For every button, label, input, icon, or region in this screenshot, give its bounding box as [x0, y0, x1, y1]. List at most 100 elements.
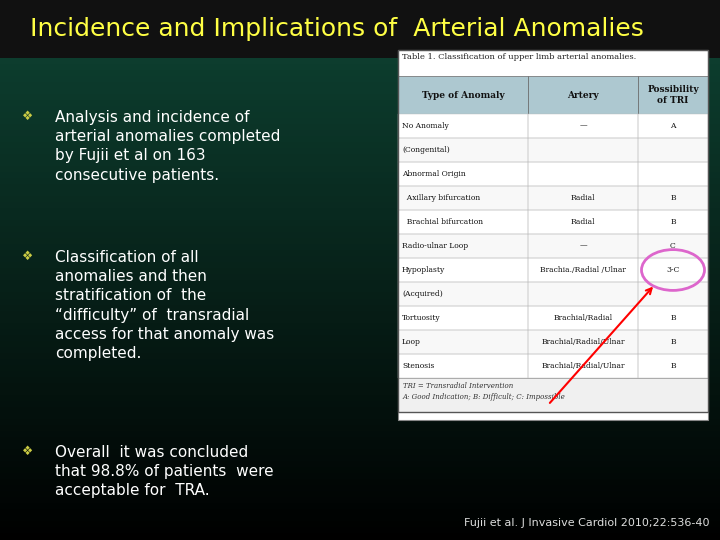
Bar — [0, 310, 720, 317]
Bar — [0, 377, 720, 383]
Bar — [0, 341, 720, 347]
Bar — [638, 258, 708, 282]
Bar — [0, 70, 720, 76]
Bar — [0, 202, 720, 208]
Text: —: — — [579, 241, 587, 249]
Bar — [0, 347, 720, 353]
Bar — [398, 114, 708, 138]
Text: Axillary bifurcation: Axillary bifurcation — [402, 193, 480, 201]
Bar — [398, 186, 708, 210]
Bar — [0, 124, 720, 130]
Bar — [0, 431, 720, 437]
Bar — [638, 282, 708, 306]
Bar — [0, 437, 720, 443]
Bar — [398, 186, 528, 210]
Bar — [398, 162, 708, 186]
Bar — [0, 268, 720, 275]
Text: Analysis and incidence of
arterial anomalies completed
by Fujii et al on 163
con: Analysis and incidence of arterial anoma… — [55, 110, 280, 183]
Text: B: B — [670, 314, 676, 321]
Bar — [398, 354, 708, 378]
Text: TRI = Transradial Intervention
A: Good Indication; B: Difficult; C: Impossible: TRI = Transradial Intervention A: Good I… — [403, 382, 566, 401]
Bar — [0, 395, 720, 401]
Text: Incidence and Implications of  Arterial Anomalies: Incidence and Implications of Arterial A… — [30, 17, 644, 41]
Bar — [398, 234, 528, 258]
Text: Stenosis: Stenosis — [402, 361, 434, 369]
Bar — [0, 172, 720, 179]
Bar — [0, 220, 720, 227]
Bar — [0, 274, 720, 281]
Bar — [0, 82, 720, 88]
Bar — [0, 503, 720, 510]
Bar — [0, 359, 720, 365]
Text: Type of Anomaly: Type of Anomaly — [422, 91, 504, 99]
Bar — [528, 258, 638, 282]
Text: B: B — [670, 361, 676, 369]
Bar — [0, 371, 720, 377]
Text: —: — — [579, 122, 587, 130]
Bar — [0, 154, 720, 160]
Bar — [0, 214, 720, 221]
Bar — [0, 178, 720, 185]
Bar — [528, 210, 638, 234]
Bar — [0, 383, 720, 389]
Bar — [0, 353, 720, 359]
Text: Abnormal Origin: Abnormal Origin — [402, 170, 466, 178]
Bar — [528, 114, 638, 138]
Text: Radial: Radial — [571, 218, 595, 226]
Text: B: B — [670, 193, 676, 201]
Bar — [0, 528, 720, 534]
Bar — [0, 256, 720, 263]
Bar — [528, 306, 638, 330]
Bar — [0, 467, 720, 474]
Bar — [0, 142, 720, 149]
Text: Radio-ulnar Loop: Radio-ulnar Loop — [402, 241, 468, 249]
Bar — [0, 76, 720, 82]
Bar — [0, 64, 720, 70]
Bar — [0, 93, 720, 100]
Text: Radial: Radial — [571, 193, 595, 201]
FancyArrowPatch shape — [550, 288, 652, 403]
Text: B: B — [670, 338, 676, 346]
Bar — [0, 87, 720, 94]
Bar — [398, 306, 528, 330]
Bar — [0, 280, 720, 287]
Bar — [0, 413, 720, 420]
Bar — [398, 50, 708, 420]
Bar — [0, 443, 720, 450]
Bar — [398, 282, 708, 306]
Bar — [398, 306, 708, 330]
Bar — [0, 407, 720, 414]
Bar — [0, 286, 720, 293]
Bar — [398, 330, 708, 354]
Bar — [638, 186, 708, 210]
Bar — [0, 497, 720, 504]
Bar — [0, 401, 720, 408]
Bar — [398, 50, 708, 412]
Bar — [638, 234, 708, 258]
Bar — [638, 306, 708, 330]
Bar — [638, 210, 708, 234]
Bar — [0, 106, 720, 112]
Bar — [0, 148, 720, 154]
Bar — [0, 335, 720, 341]
Bar — [398, 330, 528, 354]
Bar — [398, 234, 708, 258]
Text: ❖: ❖ — [22, 250, 34, 263]
Bar — [0, 534, 720, 540]
Bar — [638, 76, 708, 114]
Bar — [398, 282, 528, 306]
Bar — [0, 208, 720, 214]
Bar — [0, 389, 720, 395]
Text: Brachial/Radial/Ulnar: Brachial/Radial/Ulnar — [541, 361, 625, 369]
Text: Hypoplasty: Hypoplasty — [402, 266, 445, 274]
Bar — [0, 419, 720, 426]
Text: 3-C: 3-C — [666, 266, 680, 274]
Bar — [0, 299, 720, 305]
Bar — [0, 112, 720, 118]
Text: Brachial bifurcation: Brachial bifurcation — [402, 218, 483, 226]
Bar — [0, 57, 720, 64]
Text: Brachia./Radial /Ulnar: Brachia./Radial /Ulnar — [540, 266, 626, 274]
Bar — [0, 509, 720, 516]
Bar — [0, 322, 720, 329]
Text: ❖: ❖ — [22, 110, 34, 123]
